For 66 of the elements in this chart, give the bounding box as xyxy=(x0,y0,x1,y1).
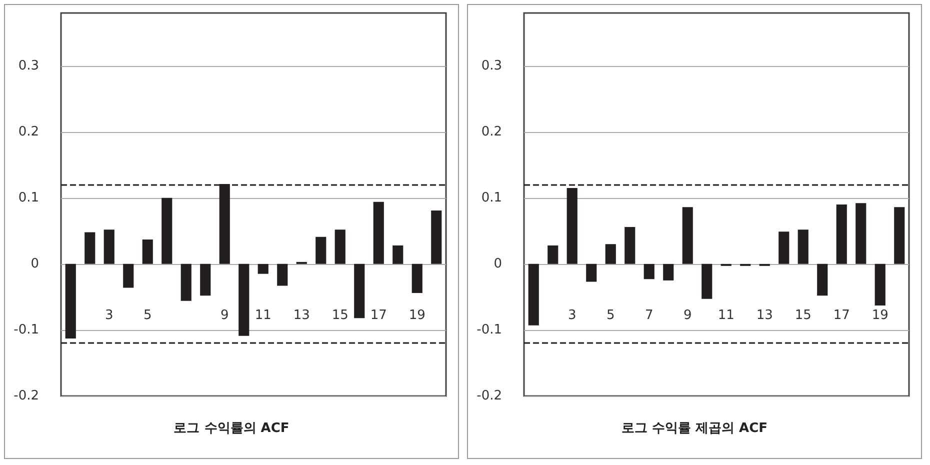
bar xyxy=(123,264,134,288)
bar xyxy=(778,232,790,264)
bar xyxy=(836,204,847,264)
x-tick-label: 7 xyxy=(644,308,654,323)
bar xyxy=(566,188,578,264)
x-tick-label: 13 xyxy=(293,308,310,323)
bar xyxy=(624,226,636,264)
y-tick-label: 0.2 xyxy=(18,124,39,140)
bar xyxy=(392,245,404,264)
y-tick-label: 0 xyxy=(494,256,502,272)
bar xyxy=(548,245,558,264)
bar xyxy=(180,264,192,301)
y-tick-label: 0.1 xyxy=(481,190,502,206)
y-tick-label: 0.3 xyxy=(18,58,39,74)
bar xyxy=(373,202,384,264)
bar xyxy=(162,198,172,264)
y-tick-label: 0 xyxy=(30,256,39,272)
y-tick-label: -0.1 xyxy=(476,322,502,338)
bar xyxy=(238,264,250,336)
x-tick-label: 11 xyxy=(254,308,272,323)
x-tick-label: 19 xyxy=(408,308,426,323)
bar xyxy=(354,264,365,318)
text: 로그 수익률의 ACF xyxy=(174,421,290,436)
bar xyxy=(874,264,886,306)
y-tick-label: -0.2 xyxy=(14,388,39,404)
bar xyxy=(65,264,76,339)
x-tick-label: 3 xyxy=(104,308,114,323)
x-tick-label: 15 xyxy=(332,308,348,323)
bar xyxy=(856,203,866,264)
bar xyxy=(84,232,96,264)
x-tick-label: 9 xyxy=(683,308,692,323)
bar xyxy=(258,264,268,274)
x-tick-label: 3 xyxy=(568,308,576,323)
bar xyxy=(528,264,539,326)
bar xyxy=(412,264,422,293)
x-tick-label: 5 xyxy=(143,308,152,323)
bar xyxy=(142,240,153,264)
x-tick-label: 13 xyxy=(756,308,773,323)
bar xyxy=(702,264,712,299)
bar xyxy=(644,264,654,280)
y-tick-label: 0.3 xyxy=(481,58,502,74)
bar xyxy=(605,244,616,264)
y-tick-label: 0.1 xyxy=(18,190,39,206)
bar xyxy=(277,264,288,286)
x-tick-label: 11 xyxy=(718,308,734,323)
bar xyxy=(316,236,326,264)
text: 로그 수익률 제곱의 ACF xyxy=(621,421,768,436)
bar xyxy=(663,264,674,280)
x-tick-label: 17 xyxy=(833,308,850,323)
bar xyxy=(817,264,828,296)
x-tick-label: 5 xyxy=(606,308,615,323)
y-tick-label: 0.2 xyxy=(481,124,502,140)
x-tick-label: 19 xyxy=(872,308,888,323)
x-tick-label: 17 xyxy=(370,308,387,323)
x-tick-label: 9 xyxy=(220,308,229,323)
bar xyxy=(431,210,442,264)
x-tick-label: 15 xyxy=(794,308,812,323)
y-tick-label: -0.1 xyxy=(14,322,39,338)
bar xyxy=(586,264,597,282)
bar xyxy=(798,230,808,264)
bar xyxy=(200,264,211,296)
bar xyxy=(682,207,693,264)
bar xyxy=(104,230,114,264)
bar xyxy=(334,230,346,264)
y-tick-label: -0.2 xyxy=(476,388,502,404)
bar xyxy=(894,207,905,264)
